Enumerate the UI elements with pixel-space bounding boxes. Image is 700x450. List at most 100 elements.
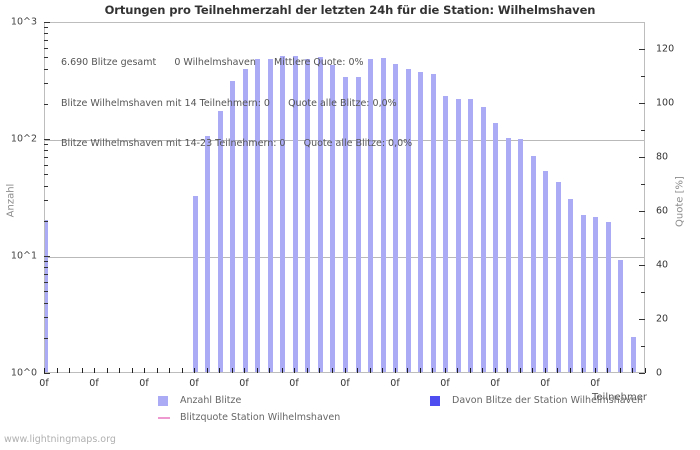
axis-tick bbox=[641, 130, 645, 131]
axis-tick bbox=[44, 27, 48, 28]
bar bbox=[330, 65, 335, 372]
bar bbox=[343, 77, 348, 372]
axis-tick bbox=[44, 200, 48, 201]
bar bbox=[631, 337, 636, 372]
x-axis-tick bbox=[219, 368, 220, 373]
x-axis-tick bbox=[420, 368, 421, 373]
bar bbox=[356, 77, 361, 372]
y-tick-label-right: 60 bbox=[656, 205, 669, 217]
x-axis-tick bbox=[470, 368, 471, 373]
axis-tick bbox=[641, 238, 645, 239]
y-tick-label-left: 10^1 bbox=[10, 250, 37, 262]
bar bbox=[280, 56, 285, 372]
x-axis-tick bbox=[595, 368, 596, 373]
axis-tick bbox=[639, 103, 645, 104]
x-axis-tick bbox=[582, 368, 583, 373]
y-tick-label-left: 10^3 bbox=[10, 16, 37, 28]
annotation-line-1: 6.690 Blitze gesamt 0 Wilhelmshaven Mitt… bbox=[61, 57, 364, 68]
y-tick-label-right: 20 bbox=[656, 313, 669, 325]
legend-label: Davon Blitze der Station Wilhelmshaven bbox=[452, 395, 644, 406]
bar bbox=[381, 58, 386, 372]
plot-area: 6.690 Blitze gesamt 0 Wilhelmshaven Mitt… bbox=[44, 22, 645, 373]
x-tick-label: 0f bbox=[340, 378, 350, 389]
watermark: www.lightningmaps.org bbox=[4, 434, 116, 445]
axis-tick bbox=[44, 157, 48, 158]
x-tick-label: 0f bbox=[540, 378, 550, 389]
x-axis-tick bbox=[545, 368, 546, 373]
x-tick-label: 0f bbox=[440, 378, 450, 389]
x-axis-tick bbox=[570, 368, 571, 373]
x-axis-tick bbox=[294, 368, 295, 373]
axis-tick bbox=[44, 291, 48, 292]
bar bbox=[418, 72, 423, 372]
axis-tick bbox=[44, 22, 50, 23]
y-tick-label-right: 100 bbox=[656, 97, 675, 109]
bar bbox=[368, 59, 373, 372]
axis-tick bbox=[44, 139, 50, 140]
x-axis-tick bbox=[307, 368, 308, 373]
legend-line-marker bbox=[158, 417, 170, 419]
page-title: Ortungen pro Teilnehmerzahl der letzten … bbox=[104, 3, 596, 17]
x-axis-tick bbox=[194, 368, 195, 373]
x-axis-tick bbox=[182, 368, 183, 373]
axis-tick bbox=[44, 267, 48, 268]
axis-tick bbox=[44, 33, 48, 34]
axis-tick bbox=[44, 57, 48, 58]
axis-tick bbox=[639, 373, 645, 374]
x-axis-tick bbox=[82, 368, 83, 373]
x-axis-tick bbox=[44, 368, 45, 373]
x-axis-tick bbox=[57, 368, 58, 373]
x-tick-label: 0f bbox=[590, 378, 600, 389]
x-axis-tick bbox=[632, 368, 633, 373]
x-axis-tick bbox=[269, 368, 270, 373]
bar bbox=[45, 220, 48, 372]
y-axis-left-title: Anzahl bbox=[5, 183, 17, 218]
y-tick-label-left: 10^0 bbox=[10, 367, 37, 379]
x-axis-tick bbox=[119, 368, 120, 373]
x-tick-label: 0f bbox=[89, 378, 99, 389]
x-axis-tick bbox=[132, 368, 133, 373]
bar bbox=[543, 171, 548, 372]
legend-swatch bbox=[430, 396, 440, 406]
bar bbox=[268, 59, 273, 372]
bar bbox=[205, 136, 210, 372]
bar bbox=[568, 199, 573, 372]
axis-tick bbox=[44, 317, 48, 318]
axis-tick bbox=[44, 144, 48, 145]
axis-tick bbox=[44, 104, 48, 105]
axis-tick bbox=[639, 265, 645, 266]
legend-label: Anzahl Blitze bbox=[180, 395, 242, 406]
axis-tick bbox=[639, 211, 645, 212]
bar bbox=[456, 99, 461, 372]
x-axis-tick bbox=[107, 368, 108, 373]
bar bbox=[618, 260, 623, 372]
bar bbox=[581, 215, 586, 372]
bar bbox=[443, 96, 448, 372]
axis-tick bbox=[44, 274, 48, 275]
y-tick-label-left: 10^2 bbox=[10, 133, 37, 145]
bar bbox=[293, 56, 298, 372]
x-tick-label: 0f bbox=[390, 378, 400, 389]
axis-tick bbox=[44, 150, 48, 151]
axis-tick bbox=[44, 261, 48, 262]
x-axis-tick bbox=[144, 368, 145, 373]
x-axis-tick bbox=[645, 368, 646, 373]
axis-tick bbox=[641, 346, 645, 347]
chart-annotations: 6.690 Blitze gesamt 0 Wilhelmshaven Mitt… bbox=[61, 29, 412, 178]
bar bbox=[393, 64, 398, 372]
bar bbox=[606, 222, 611, 372]
x-axis-tick bbox=[94, 368, 95, 373]
x-axis-tick bbox=[557, 368, 558, 373]
axis-tick bbox=[44, 303, 48, 304]
x-tick-label: 0f bbox=[289, 378, 299, 389]
legend-label: Blitzquote Station Wilhelmshaven bbox=[180, 412, 341, 423]
x-axis-tick bbox=[169, 368, 170, 373]
axis-tick bbox=[44, 256, 50, 257]
x-axis-tick bbox=[69, 368, 70, 373]
axis-tick bbox=[44, 174, 48, 175]
x-axis-tick bbox=[395, 368, 396, 373]
x-axis-tick bbox=[507, 368, 508, 373]
x-tick-label: 0f bbox=[490, 378, 500, 389]
x-axis-tick bbox=[282, 368, 283, 373]
